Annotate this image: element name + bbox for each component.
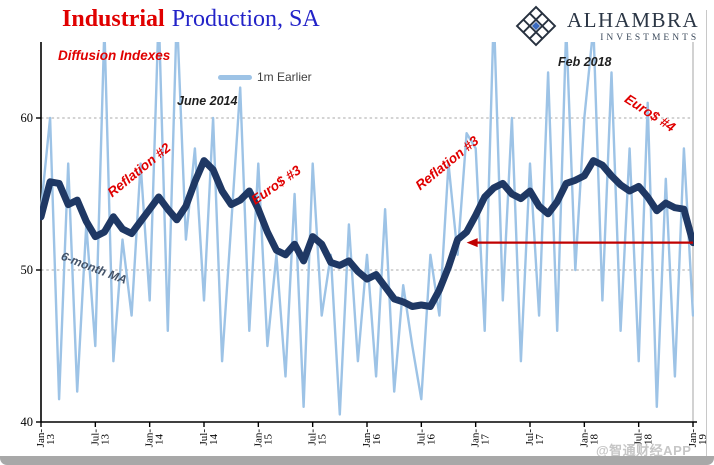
series-line-6-month-ma	[40, 157, 694, 310]
x-tick-label: Jul-	[415, 429, 427, 446]
x-tick-label: Jan-	[470, 429, 482, 448]
x-tick-label: Jul-	[524, 429, 536, 446]
series-line-1m-earlier	[40, 42, 694, 416]
x-tick-label: 15	[317, 434, 329, 446]
x-tick-label: 15	[262, 434, 274, 446]
x-tick-label: Jul-	[633, 429, 645, 446]
x-tick-label: 17	[534, 434, 546, 446]
x-tick-label: Jan-	[144, 429, 156, 448]
x-tick-label: 16	[371, 434, 383, 446]
x-tick-label: 19	[697, 434, 709, 446]
x-tick-label: 18	[588, 434, 600, 446]
alhambra-logo: ALHAMBRA INVESTMENTS	[513, 3, 699, 49]
alhambra-diamond-icon	[515, 5, 557, 47]
annotation-feb-2018: Feb 2018	[558, 55, 612, 69]
x-tick-label: Jul-	[89, 429, 101, 446]
x-tick-label: Jul-	[307, 429, 319, 446]
x-tick-label: 13	[45, 434, 57, 446]
x-tick-label: 18	[643, 434, 655, 446]
x-tick-label: 13	[99, 434, 111, 446]
x-tick-label: Jan-	[252, 429, 264, 448]
red-arrow-head	[466, 238, 478, 248]
logo-text: ALHAMBRA INVESTMENTS	[567, 7, 700, 43]
logo-subtitle: INVESTMENTS	[600, 32, 700, 43]
x-tick-label: Jul-	[198, 429, 210, 446]
x-tick-label: 16	[425, 434, 437, 446]
x-tick-label: 14	[154, 434, 166, 446]
title-word-industrial: Industrial	[62, 6, 165, 32]
x-tick-label: Jan-	[687, 429, 699, 448]
x-tick-label: Jan-	[361, 429, 373, 448]
watermark-zhitong-caijing: @智通财经APP	[596, 443, 692, 458]
y-tick-label: 60	[21, 111, 34, 125]
legend-line-swatch	[218, 74, 252, 80]
card-bottom-bar	[0, 456, 714, 465]
title-rest: Production, SA	[171, 6, 320, 32]
x-tick-label: Jan-	[35, 429, 47, 448]
chart-legend: 1m Earlier	[218, 70, 312, 84]
y-tick-label: 40	[21, 415, 34, 429]
x-tick-label: Jan-	[578, 429, 590, 448]
logo-name: ALHAMBRA	[567, 7, 700, 32]
annotation-diffusion-indexes: Diffusion Indexes	[58, 48, 171, 63]
x-tick-label: 17	[480, 434, 492, 446]
page-title: Industrial Production, SA	[62, 6, 320, 33]
annotation-june-2014: June 2014	[177, 94, 238, 108]
x-tick-label: 14	[208, 434, 220, 446]
y-tick-label: 50	[21, 263, 34, 277]
card-right-border	[706, 10, 707, 456]
legend-label: 1m Earlier	[257, 70, 312, 84]
